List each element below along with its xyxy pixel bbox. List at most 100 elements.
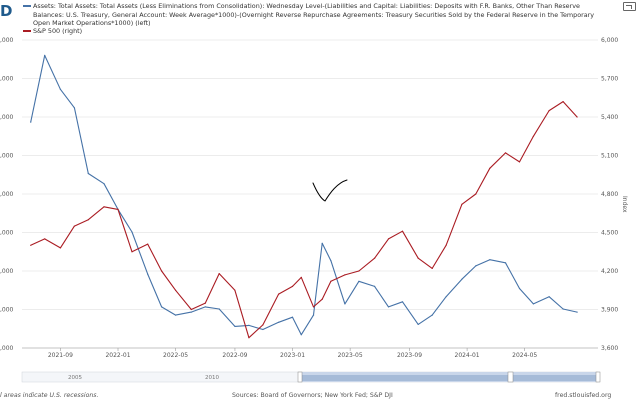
series-line-sp500 <box>30 101 578 339</box>
data-point-sp500 <box>278 293 280 295</box>
data-point-sp500 <box>548 110 550 112</box>
data-point-sp500 <box>504 152 507 154</box>
data-point-sp500 <box>300 276 302 278</box>
right-axis-ticks: 6,000 5,700 5,400 5,100 4,800 4,500 4,200 3,900… <box>601 37 618 352</box>
data-point-assets <box>344 303 346 305</box>
left-tick-label: ,000 <box>0 153 14 160</box>
left-tick-label: ,000 <box>0 268 14 275</box>
data-point-sp500 <box>445 244 447 246</box>
right-tick-label: 5,700 <box>601 76 618 83</box>
data-point-sp500 <box>532 135 535 137</box>
site-link[interactable]: fred.stlouisfed.org <box>555 392 612 399</box>
data-point-sp500 <box>417 257 419 259</box>
left-tick-label: ,000 <box>0 114 14 121</box>
data-point-assets <box>387 306 390 308</box>
data-point-assets <box>461 278 463 280</box>
data-point-assets <box>358 280 360 282</box>
data-point-assets <box>175 314 177 316</box>
left-tick-label: ,000 <box>0 307 14 314</box>
data-point-assets <box>291 316 294 318</box>
checkmark-annotation <box>312 179 348 202</box>
data-point-sp500 <box>161 270 163 272</box>
data-point-assets <box>330 260 332 262</box>
legend-entry-sp500[interactable]: S&P 500 (right) <box>23 27 603 36</box>
data-point-sp500 <box>321 298 323 300</box>
data-point-assets <box>321 242 323 244</box>
data-point-sp500 <box>117 208 119 210</box>
data-point-sp500 <box>461 203 463 205</box>
x-tick-label: 2022-09 <box>222 352 247 359</box>
data-point-sp500 <box>234 289 236 291</box>
data-point-assets <box>30 121 32 123</box>
data-point-sp500 <box>431 267 433 269</box>
data-point-assets <box>562 308 564 310</box>
x-axis-ticks: 2021-09 2022-01 2022-05 2022-09 2023-01 2023-… <box>22 347 598 359</box>
legend-swatch-sp500 <box>23 30 31 32</box>
data-point-sp500 <box>475 193 477 195</box>
data-point-sp500 <box>30 244 32 246</box>
right-tick-label: 3,900 <box>601 307 618 314</box>
data-point-sp500 <box>44 238 46 240</box>
data-point-assets <box>131 231 133 233</box>
right-tick-label: 5,400 <box>601 114 618 121</box>
data-point-sp500 <box>59 247 62 249</box>
data-point-assets <box>262 328 264 331</box>
data-point-assets <box>161 306 163 308</box>
recession-note: l areas indicate U.S. recessions. <box>0 392 99 399</box>
left-tick-label: ,000 <box>0 76 14 83</box>
left-axis-ticks: ,000 ,000 ,000 ,000 ,000 ,000 ,000 ,000 ,000 <box>0 37 14 352</box>
data-point-assets <box>401 301 404 303</box>
data-point-assets <box>44 54 46 57</box>
data-point-assets <box>431 314 433 316</box>
data-point-sp500 <box>175 289 177 291</box>
data-point-assets <box>73 107 75 109</box>
sources-note: Sources: Board of Governors; New York Fe… <box>232 392 393 399</box>
series-line-assets <box>30 54 578 336</box>
data-point-assets <box>204 306 206 308</box>
legend-entry-assets[interactable]: Assets: Total Assets: Total Assets (Less… <box>23 2 603 28</box>
data-point-sp500 <box>131 251 133 253</box>
right-tick-label: 3,600 <box>601 345 618 352</box>
data-point-assets <box>548 296 550 298</box>
data-point-sp500 <box>312 306 315 308</box>
right-tick-label: 4,200 <box>601 268 618 275</box>
data-point-sp500 <box>344 274 346 276</box>
data-point-assets <box>234 325 236 327</box>
navigator-label: 2010 <box>205 375 219 381</box>
data-point-sp500 <box>262 324 264 326</box>
right-tick-label: 5,100 <box>601 153 618 160</box>
data-point-assets <box>312 314 315 316</box>
x-tick-label: 2023-09 <box>397 352 422 359</box>
data-point-assets <box>59 88 62 90</box>
x-tick-label: 2021-09 <box>48 352 73 359</box>
x-tick-label: 2022-01 <box>105 352 130 359</box>
data-point-sp500 <box>562 101 564 103</box>
navigator-handle-left <box>297 371 303 383</box>
data-point-sp500 <box>190 308 192 311</box>
x-tick-label: 2024-05 <box>512 352 537 359</box>
data-point-sp500 <box>291 285 294 287</box>
fullscreen-icon[interactable] <box>623 2 636 11</box>
data-point-sp500 <box>387 238 390 240</box>
x-tick-label: 2024-01 <box>455 352 480 359</box>
data-point-sp500 <box>358 270 360 272</box>
data-point-assets <box>300 334 302 336</box>
data-point-sp500 <box>374 257 376 259</box>
navigator-handle-right <box>595 371 601 383</box>
right-tick-label: 6,000 <box>601 37 618 44</box>
data-point-sp500 <box>204 302 206 304</box>
data-point-sp500 <box>147 243 149 245</box>
data-point-sp500 <box>73 225 75 227</box>
left-tick-label: ,000 <box>0 230 14 237</box>
data-point-assets <box>445 296 447 298</box>
x-tick-label: 2023-01 <box>280 352 305 359</box>
fred-logo[interactable]: D <box>0 2 12 20</box>
x-tick-label: 2023-05 <box>338 352 363 359</box>
right-axis-title: Index <box>621 196 628 213</box>
data-point-assets <box>87 172 89 175</box>
data-point-sp500 <box>518 161 521 163</box>
series-lines <box>30 54 578 339</box>
range-navigator: 2005 2010 <box>21 371 601 383</box>
left-tick-label: ,000 <box>0 191 14 198</box>
